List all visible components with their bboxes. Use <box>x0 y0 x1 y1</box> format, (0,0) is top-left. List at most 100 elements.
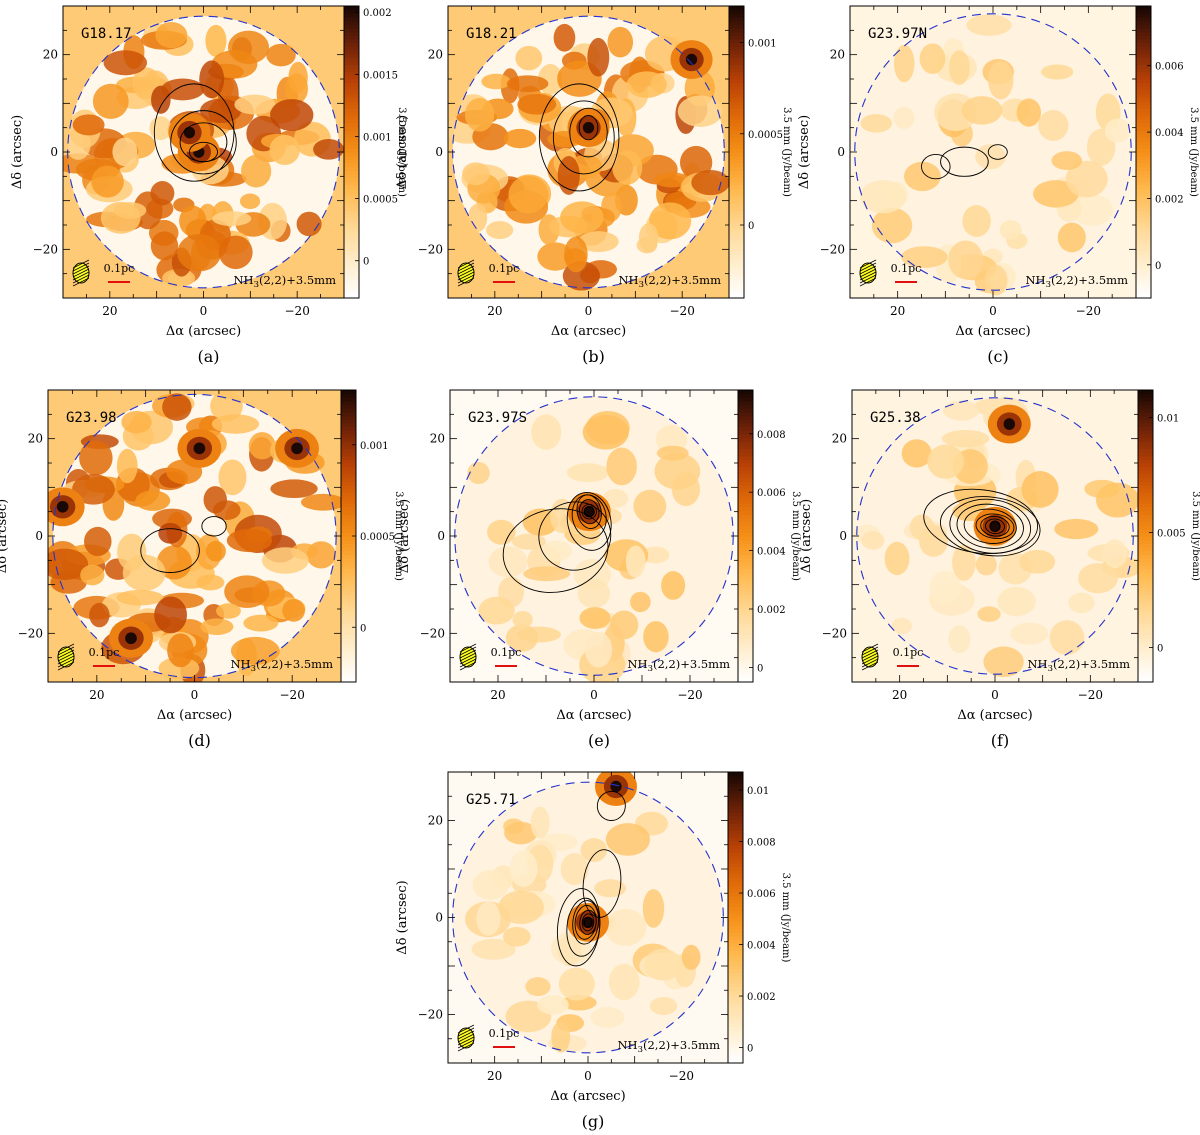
intensity-map <box>854 13 1132 296</box>
colorbar-step <box>729 104 744 109</box>
noise-blob <box>553 23 576 52</box>
colorbar-step <box>1138 437 1153 442</box>
colorbar-step <box>344 243 359 248</box>
noise-blob <box>135 490 171 511</box>
colorbar-step <box>1136 104 1151 109</box>
noise-blob <box>626 71 667 98</box>
x-axis-label: Δα (arcsec) <box>550 1089 625 1104</box>
overlay-label: NH3(2,2)+3.5mm <box>230 657 333 674</box>
colorbar-step <box>738 400 753 406</box>
colorbar-step <box>738 459 753 464</box>
colorbar-step <box>729 108 744 113</box>
colorbar-step <box>738 444 753 449</box>
colorbar-tick-label: 0.001 <box>363 132 392 143</box>
noise-blob <box>557 156 580 195</box>
emission-peak <box>183 126 196 139</box>
colorbar-step <box>341 627 356 632</box>
colorbar-frame <box>737 389 754 683</box>
colorbar-step <box>1136 177 1151 182</box>
colorbar-step <box>1136 148 1151 153</box>
colorbar-step <box>1138 481 1153 486</box>
colorbar-step <box>1138 444 1153 449</box>
colorbar-step <box>344 210 359 215</box>
noise-blob <box>472 870 509 900</box>
overlay-transition: (2,2)+3.5mm <box>644 273 721 287</box>
colorbar-step <box>1138 411 1153 417</box>
colorbar-step <box>738 594 753 599</box>
colorbar-step <box>1138 579 1153 585</box>
hatch-line <box>57 646 75 656</box>
hatch-line <box>459 658 477 668</box>
noise-blob <box>988 60 1014 100</box>
noise-blob <box>103 50 148 76</box>
colorbar-step <box>728 895 743 900</box>
noise-blob <box>72 474 115 505</box>
noise-blob <box>161 78 205 101</box>
colorbar-step <box>728 888 743 893</box>
noise-blob <box>1096 482 1138 518</box>
colorbar-step <box>1136 232 1151 237</box>
colorbar-step <box>1138 393 1153 398</box>
colorbar-step <box>344 283 359 288</box>
colorbar-step <box>1138 404 1153 409</box>
noise-blob <box>79 440 113 476</box>
colorbar-step <box>728 1015 743 1020</box>
colorbar-step <box>728 873 743 879</box>
colorbar-step <box>1138 503 1153 508</box>
colorbar-step <box>341 590 356 595</box>
colorbar-step <box>344 6 359 11</box>
colorbar-step <box>728 902 743 908</box>
colorbar-step <box>1136 115 1151 120</box>
colorbar-step <box>728 1012 743 1017</box>
noise-blob <box>464 97 495 132</box>
contour-level <box>552 100 615 175</box>
noise-blob <box>503 128 537 149</box>
colorbar-step <box>729 228 744 233</box>
noise-blob <box>211 414 260 434</box>
colorbar-step <box>344 82 359 87</box>
panel-caption: (e) <box>588 731 610 750</box>
colorbar-step <box>341 448 356 453</box>
hatch-line <box>57 649 75 659</box>
intensity-map <box>63 16 344 288</box>
colorbar-tick-label: 0.0005 <box>360 532 395 543</box>
colorbar-step <box>341 656 356 661</box>
colorbar-step <box>729 75 744 80</box>
colorbar-step <box>738 481 753 486</box>
noise-blob <box>566 463 610 483</box>
colorbar-step <box>729 276 744 281</box>
colorbar-step <box>344 225 359 230</box>
colorbar-step <box>341 404 356 409</box>
colorbar-step <box>729 53 744 58</box>
colorbar-step <box>729 93 744 98</box>
colorbar-step <box>344 137 359 142</box>
noise-blob <box>884 541 910 576</box>
colorbar-step <box>1136 111 1151 117</box>
colorbar-step <box>1138 554 1153 559</box>
colorbar-step <box>344 144 359 149</box>
overlay-label: NH3(2,2)+3.5mm <box>233 273 336 290</box>
contour-level <box>987 144 1008 160</box>
noise-blob <box>1054 518 1099 540</box>
y-tick-label: 20 <box>832 432 847 446</box>
noise-blob <box>893 106 915 129</box>
colorbar-step <box>728 928 743 933</box>
noise-blob <box>504 821 538 845</box>
colorbar-step <box>1136 239 1151 244</box>
noise-blob <box>228 30 270 64</box>
colorbar-step <box>729 173 744 179</box>
colorbar-step <box>729 155 744 160</box>
contour-level <box>584 917 592 928</box>
x-tick-label: 20 <box>490 688 505 702</box>
colorbar-step <box>1136 133 1151 138</box>
colorbar-step <box>1136 27 1151 33</box>
colorbar-step <box>1136 144 1151 149</box>
hatch-line <box>457 1024 475 1034</box>
colorbar-step <box>729 203 744 208</box>
noise-blob <box>1065 160 1108 198</box>
noise-blob <box>241 154 272 188</box>
colorbar-step <box>738 463 753 468</box>
contour-level <box>538 83 620 192</box>
colorbar-step <box>344 60 359 65</box>
colorbar-step <box>728 782 743 788</box>
